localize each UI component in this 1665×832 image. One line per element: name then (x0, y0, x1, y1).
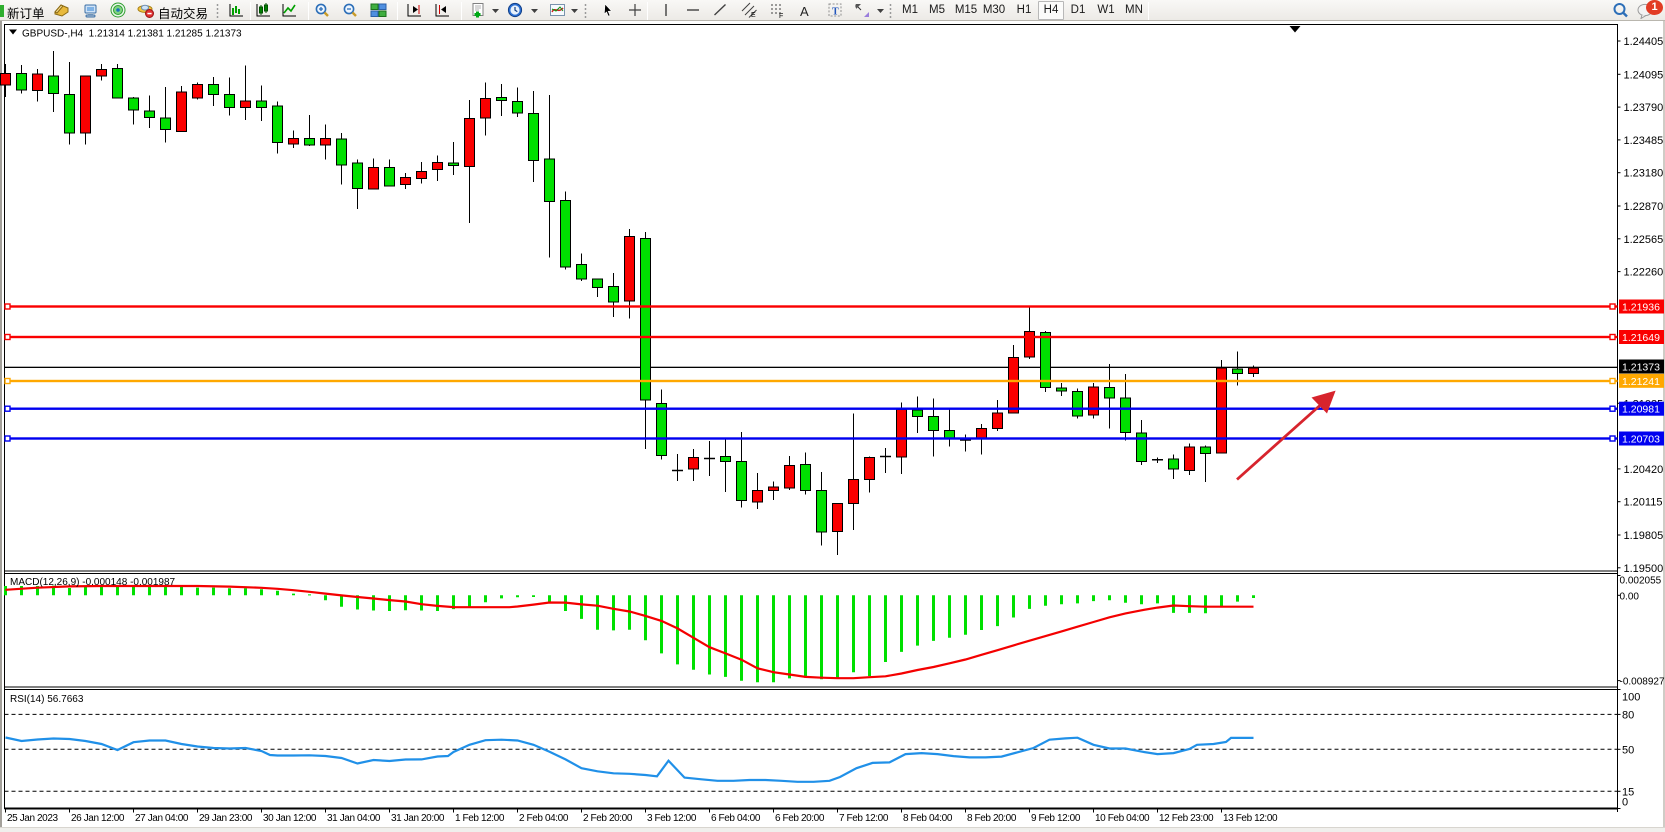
svg-text:27 Jan 04:00: 27 Jan 04:00 (135, 813, 189, 824)
svg-text:12 Feb 23:00: 12 Feb 23:00 (1159, 813, 1214, 824)
svg-text:1.19805: 1.19805 (1624, 530, 1664, 542)
svg-text:-0.008927: -0.008927 (1620, 677, 1665, 688)
svg-text:1.22565: 1.22565 (1624, 234, 1664, 246)
svg-text:1.19500: 1.19500 (1624, 563, 1664, 575)
svg-text:29 Jan 23:00: 29 Jan 23:00 (199, 813, 253, 824)
svg-text:8 Feb 04:00: 8 Feb 04:00 (903, 813, 953, 824)
svg-text:1.23790: 1.23790 (1624, 102, 1664, 114)
svg-text:15: 15 (1622, 786, 1634, 798)
svg-text:7 Feb 12:00: 7 Feb 12:00 (839, 813, 889, 824)
svg-text:80: 80 (1622, 709, 1634, 721)
svg-text:8 Feb 20:00: 8 Feb 20:00 (967, 813, 1017, 824)
svg-text:9 Feb 12:00: 9 Feb 12:00 (1031, 813, 1081, 824)
svg-text:1.23180: 1.23180 (1624, 168, 1664, 180)
svg-text:0.00: 0.00 (1620, 591, 1640, 602)
svg-text:2 Feb 20:00: 2 Feb 20:00 (583, 813, 633, 824)
svg-text:RSI(14) 56.7663: RSI(14) 56.7663 (10, 694, 84, 705)
svg-text:25 Jan 2023: 25 Jan 2023 (7, 813, 58, 824)
svg-text:50: 50 (1622, 744, 1634, 756)
svg-text:1.23485: 1.23485 (1624, 135, 1664, 147)
svg-text:31 Jan 20:00: 31 Jan 20:00 (391, 813, 445, 824)
svg-text:1.22870: 1.22870 (1624, 201, 1664, 213)
svg-text:1.21373: 1.21373 (1622, 362, 1660, 374)
svg-text:F: F (779, 13, 783, 19)
svg-text:2 Feb 04:00: 2 Feb 04:00 (519, 813, 569, 824)
svg-text:6 Feb 20:00: 6 Feb 20:00 (775, 813, 825, 824)
svg-text:0.002055: 0.002055 (1620, 576, 1662, 587)
svg-text:1.21649: 1.21649 (1622, 332, 1660, 344)
svg-text:1.22260: 1.22260 (1624, 267, 1664, 279)
svg-text:1.21936: 1.21936 (1622, 302, 1660, 314)
svg-text:6 Feb 04:00: 6 Feb 04:00 (711, 813, 761, 824)
svg-text:1.20703: 1.20703 (1622, 434, 1660, 446)
svg-text:1.21241: 1.21241 (1622, 376, 1660, 388)
svg-text:3 Feb 12:00: 3 Feb 12:00 (647, 813, 697, 824)
svg-text:1.20420: 1.20420 (1624, 464, 1664, 476)
svg-text:MACD(12,26,9) -0.000148 -0.001: MACD(12,26,9) -0.000148 -0.001987 (10, 577, 176, 588)
svg-text:31 Jan 04:00: 31 Jan 04:00 (327, 813, 381, 824)
svg-text:1.20115: 1.20115 (1624, 497, 1663, 509)
svg-text:26 Jan 12:00: 26 Jan 12:00 (71, 813, 125, 824)
svg-text:10 Feb 04:00: 10 Feb 04:00 (1095, 813, 1150, 824)
svg-text:0: 0 (1622, 797, 1628, 809)
svg-text:100: 100 (1622, 692, 1640, 704)
svg-text:1.20981: 1.20981 (1622, 404, 1660, 416)
svg-text:E: E (751, 12, 756, 19)
svg-text:1.24405: 1.24405 (1624, 36, 1664, 48)
svg-text:1 Feb 12:00: 1 Feb 12:00 (455, 813, 505, 824)
svg-text:T: T (832, 7, 839, 18)
svg-text:GBPUSD-,H4 1.21314 1.21381 1.: GBPUSD-,H4 1.21314 1.21381 1.21285 1.213… (22, 29, 242, 40)
svg-text:30 Jan 12:00: 30 Jan 12:00 (263, 813, 317, 824)
svg-text:1.24095: 1.24095 (1624, 69, 1664, 81)
svg-text:13 Feb 12:00: 13 Feb 12:00 (1223, 813, 1278, 824)
